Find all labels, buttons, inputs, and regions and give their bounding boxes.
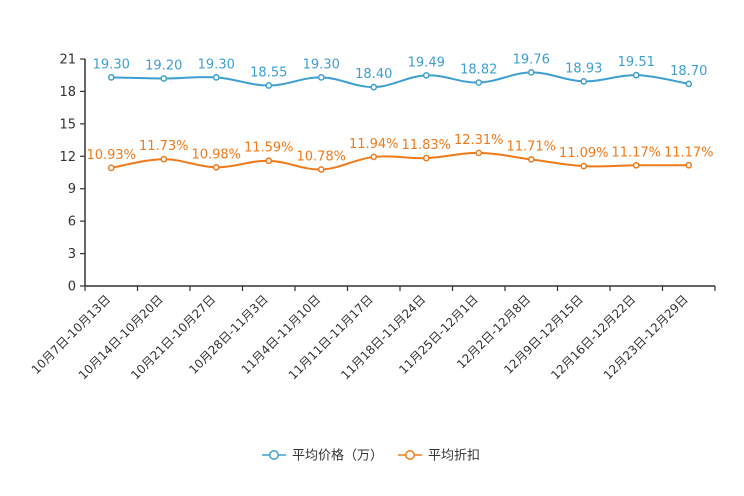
series-0-data-label: 18.82 [460,63,497,78]
legend-swatch-marker [269,450,279,460]
series-1-data-label: 11.83% [401,138,451,153]
series-1-data-label: 11.09% [559,146,609,161]
series-0-point[interactable] [685,80,693,88]
series-lines [107,69,693,173]
series-1-point[interactable] [527,156,535,163]
series-0-data-label: 18.55 [250,65,287,80]
series-1-data-label: 11.59% [244,141,294,156]
legend-label: 平均折扣 [428,449,480,464]
series-0-point[interactable] [475,79,483,86]
series-1-point[interactable] [370,153,378,161]
series-1-data-label: 11.94% [349,137,399,152]
series-1-point[interactable] [265,157,273,165]
series-1-data-label: 10.98% [191,147,241,162]
series-0-point[interactable] [580,78,588,85]
legend-swatch-marker [405,450,415,460]
series-1-point[interactable] [160,155,168,163]
series-0-data-label: 19.30 [303,57,340,72]
y-tick-label: 12 [59,150,76,165]
series-0-data-label: 19.30 [198,57,235,72]
series-1-point[interactable] [685,161,693,169]
y-tick-label: 21 [59,53,76,68]
series-1-data-label: 11.17% [664,145,714,160]
y-tick-label: 18 [59,85,76,100]
series-0-data-label: 18.93 [565,61,602,76]
series-0-point[interactable] [632,71,640,79]
series-1-point[interactable] [212,163,220,171]
y-tick-label: 6 [68,215,76,230]
series-0-point[interactable] [160,75,168,82]
series-0-point[interactable] [265,82,273,89]
series-0-data-label: 19.76 [513,52,550,67]
legend-item-1[interactable]: 平均折扣 [398,449,480,464]
series-1-point[interactable] [580,162,588,170]
series-1-point[interactable] [475,149,483,157]
legend-item-0[interactable]: 平均价格（万） [262,448,383,464]
series-0-data-label: 18.40 [355,67,392,82]
y-tick-label: 3 [68,247,76,262]
series-0-point[interactable] [370,83,378,91]
series-1-data-label: 11.71% [506,139,556,154]
series-0-data-label: 18.70 [670,64,707,79]
series-0-data-label: 19.51 [618,55,655,70]
axes: 03691215182110月7日-10月13日10月14日-10月20日10月… [29,53,716,382]
legend-label: 平均价格（万） [292,448,383,464]
series-1-data-label: 11.73% [139,139,189,154]
series-0-data-label: 19.49 [408,55,445,70]
series-line-1 [111,151,689,171]
series-0-point[interactable] [107,74,115,81]
series-1-point[interactable] [632,161,640,169]
series-1-data-label: 11.17% [611,145,661,160]
series-0-data-label: 19.30 [93,57,130,72]
y-tick-label: 9 [68,182,76,197]
legend[interactable]: 平均价格（万） 平均折扣 [262,448,480,464]
series-1-data-label: 10.78% [296,149,346,164]
series-1-point[interactable] [317,166,325,173]
series-0-point[interactable] [317,74,325,81]
point-labels: 19.30 19.20 19.30 18.55 19.30 18.40 19.49 18.82… [86,52,713,164]
series-0-point[interactable] [212,74,220,81]
series-0-point[interactable] [422,71,430,79]
series-1-point[interactable] [107,164,115,172]
y-tick-label: 15 [59,117,76,132]
series-line-0 [111,71,689,89]
series-0-data-label: 19.20 [145,58,182,73]
series-1-point[interactable] [422,154,430,162]
y-tick-label: 0 [68,280,76,295]
series-1-data-label: 12.31% [454,133,504,148]
series-1-data-label: 10.93% [86,148,136,163]
series-0-point[interactable] [527,69,535,76]
